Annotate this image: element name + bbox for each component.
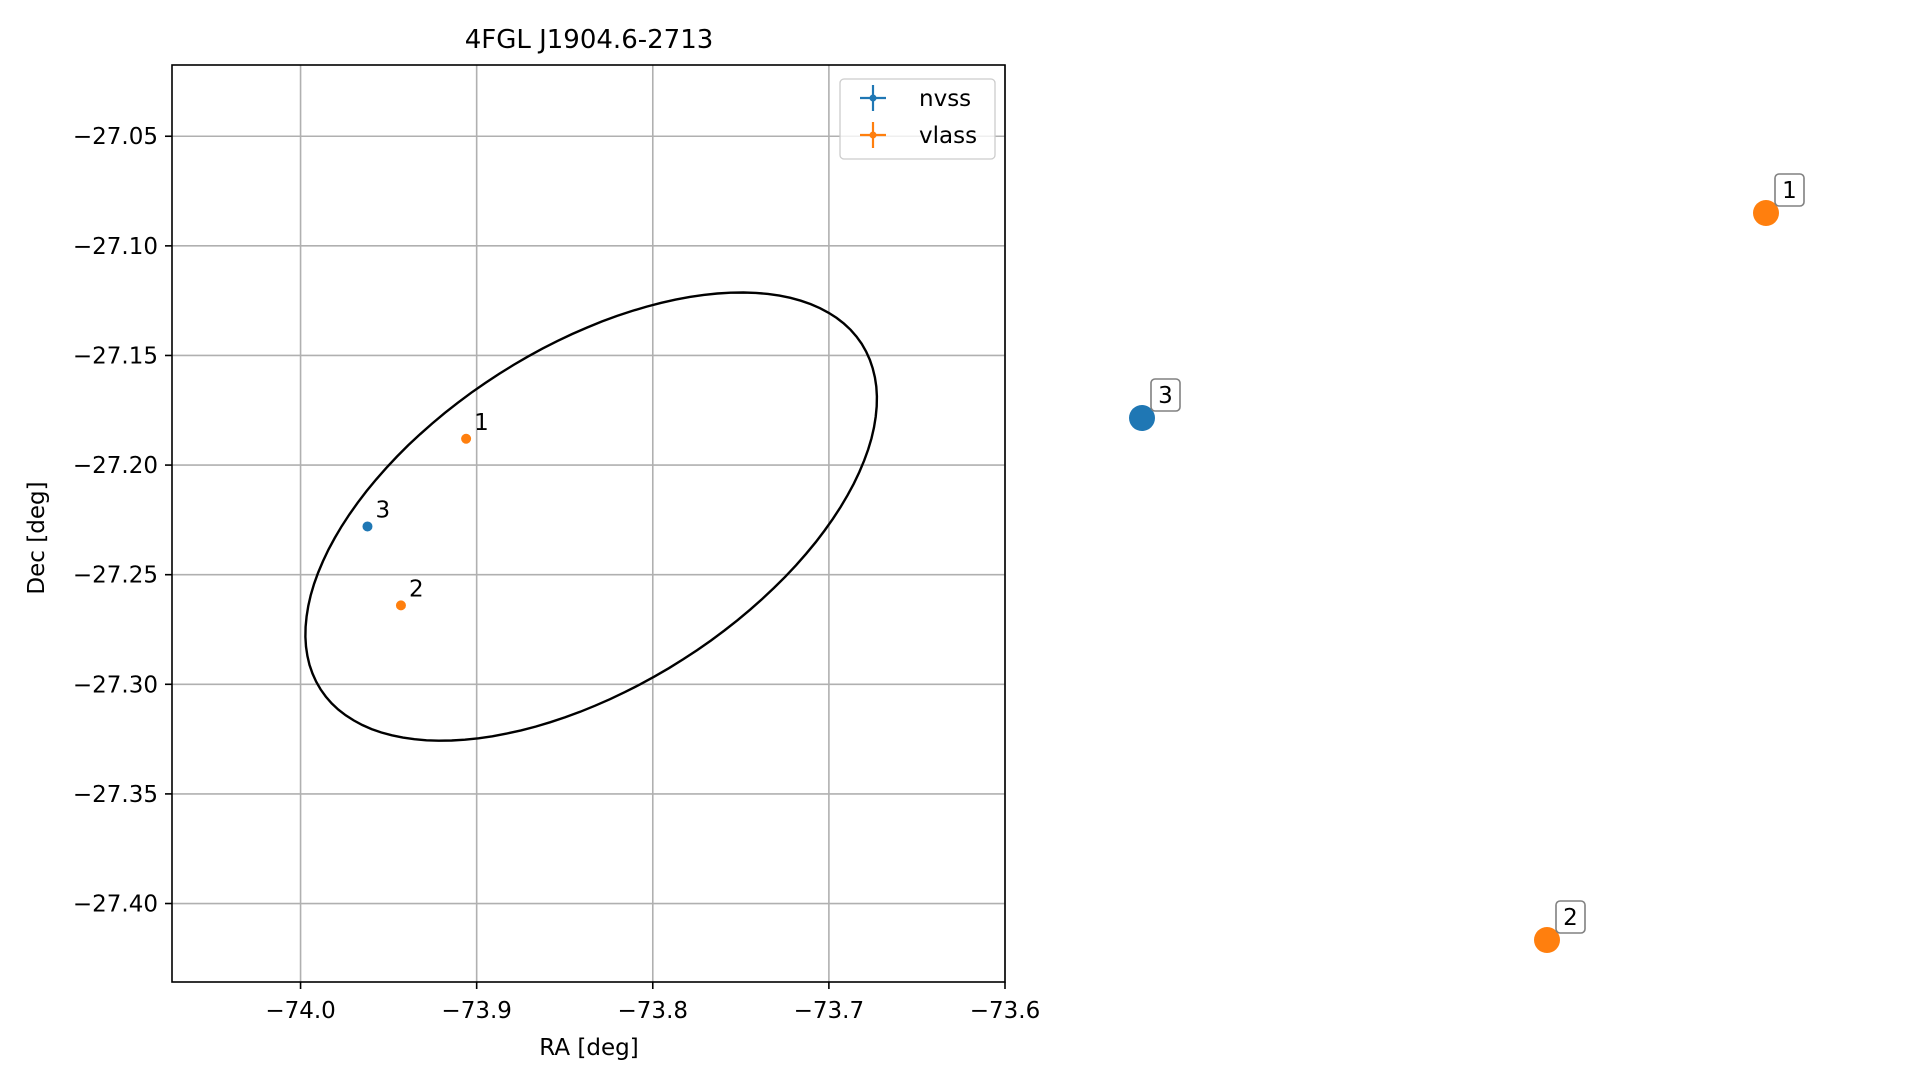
legend-entry-nvss: nvss [860,85,971,112]
point-label-2: 2 [409,576,424,602]
x-tick-label: −73.9 [441,998,511,1024]
side-marker-label: 2 [1563,905,1578,931]
point-label-3: 3 [375,497,390,523]
side-marker-dot [1129,405,1155,431]
x-tick-label: −73.7 [794,998,864,1024]
point-nvss-3 [362,521,373,532]
side-marker-1: 1 [1753,173,1805,226]
legend-label-vlass: vlass [919,123,977,149]
point-vlass-1 [461,433,472,444]
chart-title: 4FGL J1904.6-2713 [465,25,714,55]
y-tick-label: −27.15 [73,343,158,369]
point-vlass-2 [395,600,406,611]
x-tick-label: −73.6 [970,998,1040,1024]
x-axis-label: RA [deg] [539,1035,638,1061]
grid [172,65,1006,982]
side-marker-dot [1534,927,1560,953]
axes-background [172,65,1005,982]
y-tick-label: −27.20 [73,453,158,479]
point-label-1: 1 [474,410,489,436]
legend: nvss vlass [839,78,996,160]
y-tick-label: −27.40 [73,892,158,918]
x-axis-ticks: −74.0 −73.9 −73.8 −73.7 −73.6 [265,982,1040,1024]
axes-frame [171,64,1006,983]
side-marker-label: 1 [1782,178,1797,204]
side-marker-label: 3 [1158,383,1173,409]
plot-axes: 312 −74.0 −73.9 −73.8 −73.7 −73.6 −27.05−27.… [73,64,1040,1024]
legend-label-nvss: nvss [919,86,971,112]
data-points: 3 1 2 [362,410,489,611]
y-tick-label: −27.25 [73,563,158,589]
side-markers: 1 3 2 [1129,173,1805,953]
side-marker-dot [1753,200,1779,226]
y-axis-ticks: −27.05 −27.10 −27.15 −27.20 −27.25 −27.30 −27.… [73,124,172,918]
y-axis-label: Dec [deg] [24,481,50,594]
y-tick-label: −27.05 [73,124,158,150]
legend-entry-vlass: vlass [860,122,977,149]
y-tick-label: −27.35 [73,782,158,808]
y-tick-label: −27.10 [73,234,158,260]
x-tick-label: −74.0 [265,998,335,1024]
error-ellipse [304,291,879,742]
side-marker-3: 3 [1129,378,1181,431]
y-tick-label: −27.30 [73,672,158,698]
side-marker-2: 2 [1534,900,1586,953]
x-tick-label: −73.8 [618,998,688,1024]
